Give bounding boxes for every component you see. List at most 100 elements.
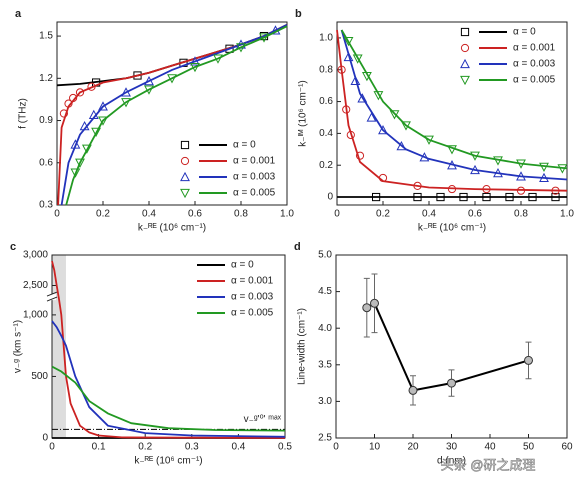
x-tick-label: 0.4 bbox=[142, 209, 156, 220]
marker bbox=[121, 87, 131, 97]
legend-label: α = 0.003 bbox=[513, 59, 556, 70]
x-tick-label: 40 bbox=[484, 442, 496, 453]
x-tick-label: 0.4 bbox=[231, 442, 245, 453]
data-point bbox=[362, 303, 372, 313]
marker bbox=[64, 99, 73, 108]
series-line bbox=[340, 29, 568, 170]
marker bbox=[413, 192, 422, 202]
y-tick-label: 1.2 bbox=[39, 73, 53, 84]
y-axis-label: f (THz) bbox=[18, 98, 29, 129]
marker bbox=[144, 75, 154, 86]
series-line bbox=[366, 301, 529, 392]
marker bbox=[350, 75, 361, 85]
marker bbox=[337, 65, 346, 74]
plot-frame bbox=[335, 254, 568, 439]
watermark: 头条 @研之成理 bbox=[441, 457, 536, 472]
y-tick-label: 5.0 bbox=[318, 250, 332, 261]
y-tick-label: 2,500 bbox=[23, 280, 48, 291]
marker bbox=[88, 109, 99, 120]
marker bbox=[236, 43, 246, 53]
marker bbox=[447, 184, 457, 194]
marker bbox=[470, 151, 480, 161]
marker bbox=[355, 151, 365, 160]
series-line bbox=[56, 23, 288, 87]
data-point bbox=[370, 298, 379, 308]
marker bbox=[180, 140, 190, 150]
x-tick-label: 0 bbox=[49, 442, 55, 453]
x-tick-label: 1.0 bbox=[280, 209, 294, 220]
x-tick-label: 0.3 bbox=[185, 442, 199, 453]
y-tick-label: 1.5 bbox=[39, 31, 53, 42]
panel-label: d bbox=[294, 241, 301, 253]
x-axis-label: k₋ᴿᴱ (10⁶ cm⁻¹) bbox=[134, 456, 202, 467]
panel-label: c bbox=[10, 241, 16, 253]
y-tick-label: 4.5 bbox=[318, 286, 332, 297]
shaded-region bbox=[52, 255, 66, 438]
y-tick-label: 0.6 bbox=[319, 96, 333, 107]
marker bbox=[413, 181, 422, 191]
x-tick-label: 10 bbox=[369, 442, 381, 453]
marker bbox=[180, 171, 190, 182]
marker bbox=[419, 152, 430, 162]
marker bbox=[470, 164, 480, 175]
marker bbox=[167, 74, 177, 84]
marker bbox=[352, 54, 363, 64]
x-tick-label: 0.8 bbox=[514, 209, 528, 220]
x-tick-label: 0.2 bbox=[96, 209, 110, 220]
marker bbox=[493, 156, 503, 166]
marker bbox=[482, 192, 491, 202]
marker bbox=[516, 171, 526, 181]
marker bbox=[396, 140, 407, 151]
legend-label: α = 0 bbox=[513, 27, 536, 38]
marker bbox=[70, 139, 81, 149]
x-tick-label: 20 bbox=[407, 442, 419, 453]
series-line bbox=[340, 29, 568, 181]
marker bbox=[87, 82, 96, 91]
legend-label: α = 0.005 bbox=[513, 75, 556, 86]
y-tick-label: 3,000 bbox=[23, 250, 48, 261]
marker bbox=[460, 58, 470, 69]
marker bbox=[372, 192, 381, 202]
marker bbox=[373, 91, 384, 101]
x-tick-label: 30 bbox=[446, 442, 458, 453]
marker bbox=[557, 164, 568, 174]
marker bbox=[59, 109, 69, 118]
x-tick-label: 0.6 bbox=[468, 209, 482, 220]
marker bbox=[516, 186, 526, 195]
y-tick-label: 1.0 bbox=[319, 33, 333, 44]
y-tick-label: 0 bbox=[42, 433, 48, 444]
x-tick-label: 0.2 bbox=[376, 209, 390, 220]
marker bbox=[551, 192, 560, 202]
y-tick-label: 0 bbox=[327, 192, 333, 203]
legend-label: α = 0.005 bbox=[233, 188, 276, 199]
marker bbox=[389, 110, 400, 120]
marker bbox=[378, 125, 388, 135]
y-tick-label: 500 bbox=[31, 371, 48, 382]
y-tick-label: 0.9 bbox=[39, 115, 53, 126]
axis-break bbox=[46, 291, 58, 302]
marker bbox=[505, 192, 514, 202]
marker bbox=[357, 93, 368, 103]
legend-label: α = 0 bbox=[231, 260, 254, 271]
y-axis-label: v₋ᵍ (km s⁻¹) bbox=[13, 320, 24, 373]
marker bbox=[459, 192, 468, 202]
data-point bbox=[524, 355, 533, 365]
marker bbox=[447, 160, 457, 170]
data-point bbox=[447, 378, 456, 388]
panel-label: b bbox=[295, 8, 302, 20]
marker bbox=[98, 116, 108, 126]
series-line bbox=[60, 23, 288, 206]
x-tick-label: 1.0 bbox=[560, 209, 574, 220]
marker bbox=[121, 98, 131, 108]
marker bbox=[539, 172, 549, 183]
legend-label: α = 0.003 bbox=[231, 292, 274, 303]
marker bbox=[75, 158, 85, 168]
marker bbox=[81, 144, 92, 154]
x-tick-label: 0.6 bbox=[188, 209, 202, 220]
marker bbox=[361, 72, 372, 82]
marker bbox=[69, 93, 78, 103]
x-tick-label: 0 bbox=[333, 442, 339, 453]
marker bbox=[342, 105, 351, 114]
marker bbox=[401, 121, 411, 131]
x-tick-label: 60 bbox=[561, 442, 573, 453]
